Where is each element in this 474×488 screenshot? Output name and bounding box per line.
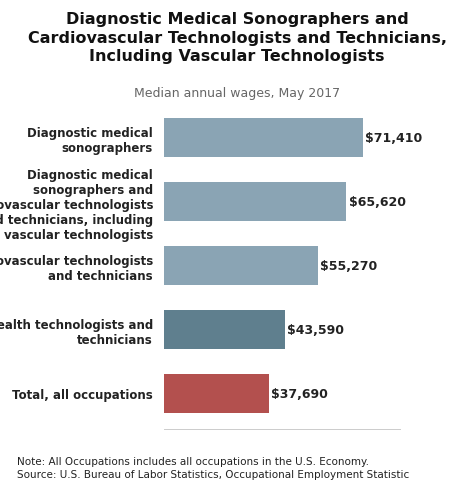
Text: $65,620: $65,620	[349, 196, 406, 209]
Bar	[164, 119, 363, 158]
Text: $55,270: $55,270	[320, 260, 377, 272]
Bar	[164, 183, 346, 222]
Text: $71,410: $71,410	[365, 132, 422, 145]
Text: $43,590: $43,590	[287, 323, 344, 336]
Text: $37,690: $37,690	[271, 387, 328, 400]
Text: Note: All Occupations includes all occupations in the U.S. Economy.
Source: U.S.: Note: All Occupations includes all occup…	[17, 456, 409, 479]
Bar	[164, 246, 318, 286]
Bar	[164, 310, 285, 349]
Text: Diagnostic Medical Sonographers and
Cardiovascular Technologists and Technicians: Diagnostic Medical Sonographers and Card…	[27, 12, 447, 64]
Bar	[164, 374, 269, 413]
Text: Median annual wages, May 2017: Median annual wages, May 2017	[134, 87, 340, 100]
